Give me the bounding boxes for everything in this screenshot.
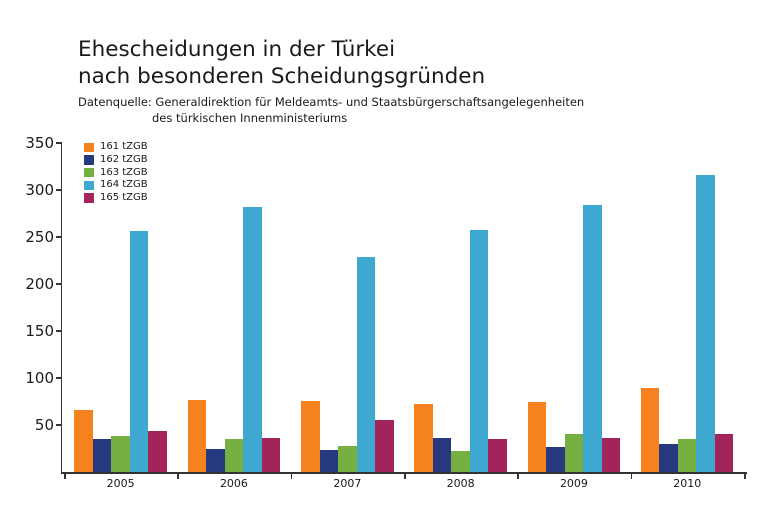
x-tick-1	[177, 473, 179, 479]
legend-label: 161 tZGB	[100, 141, 148, 153]
legend-item-165-tZGB: 165 tZGB	[84, 192, 148, 205]
bar-162-tZGB-2008	[432, 438, 452, 472]
x-tick-2	[290, 473, 293, 479]
x-tick-6	[744, 473, 746, 479]
legend-item-161-tZGB: 161 tZGB	[84, 141, 148, 154]
bar-165-tZGB-2010	[714, 433, 734, 472]
bar-163-tZGB-2010	[677, 439, 697, 472]
bar-162-tZGB-2006	[206, 449, 225, 472]
y-tick-100	[55, 377, 61, 379]
legend-swatch-icon	[84, 193, 94, 203]
y-tick-label-200: 200	[25, 275, 54, 293]
y-tick-label-300: 300	[25, 181, 54, 199]
y-tick-label-350: 350	[25, 134, 54, 152]
bar-163-tZGB-2006	[224, 439, 244, 472]
legend-item-162-tZGB: 162 tZGB	[84, 154, 148, 167]
chart-subtitle-line1: Datenquelle: Generaldirektion für Meldea…	[78, 95, 585, 109]
legend-swatch-icon	[84, 155, 94, 165]
y-tick-200	[55, 283, 61, 285]
chart-title-line1: Ehescheidungen in der Türkei	[78, 37, 396, 62]
x-tick-label-2007: 2007	[333, 477, 362, 490]
bar-163-tZGB-2005	[111, 436, 130, 472]
bar-165-tZGB-2005	[148, 430, 167, 472]
y-tick-label-50: 50	[34, 416, 54, 434]
x-tick-5	[630, 473, 633, 479]
bar-161-tZGB-2007	[301, 400, 320, 472]
bar-164-tZGB-2006	[243, 206, 262, 472]
bar-162-tZGB-2005	[92, 439, 112, 472]
bar-162-tZGB-2009	[546, 446, 565, 472]
bar-163-tZGB-2008	[451, 451, 470, 472]
bar-162-tZGB-2007	[319, 450, 338, 472]
bar-164-tZGB-2007	[356, 256, 375, 472]
legend: 161 tZGB 162 tZGB 163 tZGB 164 tZGB 165 tZGB	[84, 141, 148, 204]
legend-label: 162 tZGB	[100, 154, 148, 166]
chart-title: Ehescheidungen in der Türkei nach besond…	[78, 36, 485, 90]
y-tick-250	[55, 236, 61, 238]
y-tick-label-150: 150	[25, 322, 54, 340]
bar-163-tZGB-2009	[564, 434, 584, 472]
x-tick-4	[517, 473, 519, 479]
y-tick-300	[55, 189, 61, 191]
chart-title-line2: nach besonderen Scheidungsgründen	[78, 64, 486, 89]
y-tick-label-250: 250	[25, 228, 54, 246]
x-tick-label-2006: 2006	[219, 477, 248, 490]
chart-subtitle: Datenquelle: Generaldirektion für Meldea…	[78, 95, 584, 126]
legend-label: 163 tZGB	[100, 166, 148, 178]
legend-swatch-icon	[84, 167, 94, 178]
x-tick-label-2009: 2009	[559, 477, 588, 490]
bar-165-tZGB-2006	[261, 438, 281, 472]
y-tick-150	[55, 330, 61, 332]
x-tick-0	[64, 473, 66, 479]
legend-label: 165 tZGB	[100, 192, 148, 204]
legend-swatch-icon	[84, 180, 94, 191]
y-tick-50	[55, 424, 61, 426]
bar-164-tZGB-2009	[583, 205, 602, 472]
bar-163-tZGB-2007	[338, 445, 357, 472]
x-tick-label-2008: 2008	[446, 477, 475, 490]
y-tick-350	[55, 142, 61, 144]
legend-item-164-tZGB: 164 tZGB	[84, 179, 148, 192]
bar-161-tZGB-2005	[74, 410, 93, 472]
x-tick-label-2005: 2005	[106, 477, 135, 490]
bar-165-tZGB-2008	[488, 439, 507, 472]
x-axis-spine	[60, 472, 747, 474]
bar-164-tZGB-2008	[469, 230, 489, 472]
bar-164-tZGB-2010	[696, 175, 715, 472]
bar-164-tZGB-2005	[129, 231, 149, 472]
legend-swatch-icon	[84, 142, 94, 153]
bar-161-tZGB-2008	[414, 404, 433, 472]
chart-subtitle-line2: des türkischen Innenministeriums	[152, 110, 348, 125]
y-axis-spine	[60, 142, 62, 474]
x-tick-label-2010: 2010	[673, 477, 702, 490]
legend-label: 164 tZGB	[100, 179, 148, 191]
bar-165-tZGB-2009	[601, 438, 621, 472]
y-tick-label-100: 100	[25, 369, 54, 387]
legend-item-163-tZGB: 163 tZGB	[84, 166, 148, 179]
x-tick-3	[404, 473, 406, 479]
bar-161-tZGB-2009	[527, 401, 547, 472]
bar-165-tZGB-2007	[375, 420, 394, 472]
bar-161-tZGB-2010	[640, 388, 660, 472]
bar-161-tZGB-2006	[187, 399, 207, 472]
bar-162-tZGB-2010	[659, 443, 678, 472]
